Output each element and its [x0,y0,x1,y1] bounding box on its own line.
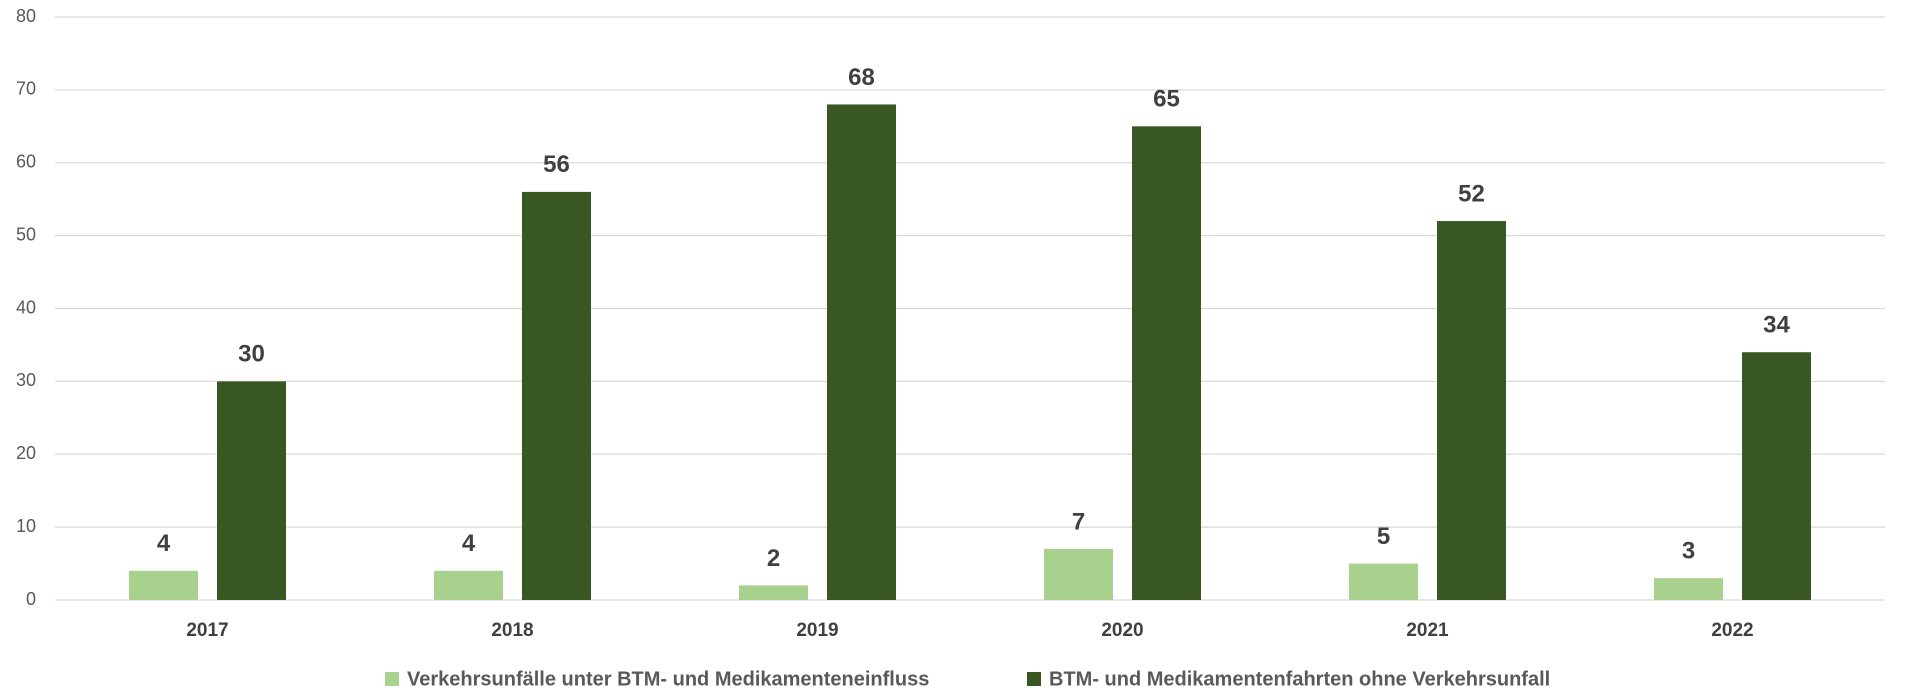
data-label: 65 [1153,86,1180,113]
data-label: 7 [1072,508,1085,535]
data-label: 52 [1458,180,1485,207]
data-label: 2 [767,545,780,572]
x-tick-label: 2022 [1711,620,1753,641]
bar [1654,578,1723,600]
x-tick-label: 2019 [796,620,838,641]
y-tick-label: 30 [16,370,36,390]
bar [1349,563,1418,600]
bar [129,570,198,600]
y-tick-label: 80 [16,6,36,26]
bar [1437,221,1506,601]
legend-swatch [385,672,399,686]
data-label: 3 [1682,537,1695,564]
data-label: 5 [1377,523,1390,550]
bar [434,570,503,600]
data-label: 56 [543,151,570,178]
data-label: 34 [1763,312,1790,339]
bar [522,191,591,600]
y-tick-label: 60 [16,152,36,172]
y-tick-label: 0 [26,589,36,609]
y-tick-label: 40 [16,297,36,317]
data-label: 4 [462,530,476,557]
data-label: 30 [238,341,265,368]
x-tick-label: 2017 [186,620,228,641]
bar [217,381,286,600]
legend-swatch [1027,672,1041,686]
bar [827,104,896,600]
bar [1132,126,1201,600]
x-tick-label: 2021 [1406,620,1449,641]
y-tick-label: 50 [16,224,36,244]
y-tick-label: 10 [16,516,36,536]
y-tick-label: 20 [16,443,36,463]
y-tick-label: 70 [16,79,36,99]
legend-label: Verkehrsunfälle unter BTM- und Medikamen… [407,668,929,690]
data-label: 4 [157,530,171,557]
bar [739,585,808,600]
x-tick-label: 2018 [491,620,533,641]
data-label: 68 [848,64,875,91]
bar [1742,352,1811,600]
legend-label: BTM- und Medikamentenfahrten ohne Verkeh… [1049,668,1550,690]
x-tick-label: 2020 [1101,620,1143,641]
bar [1044,548,1113,600]
